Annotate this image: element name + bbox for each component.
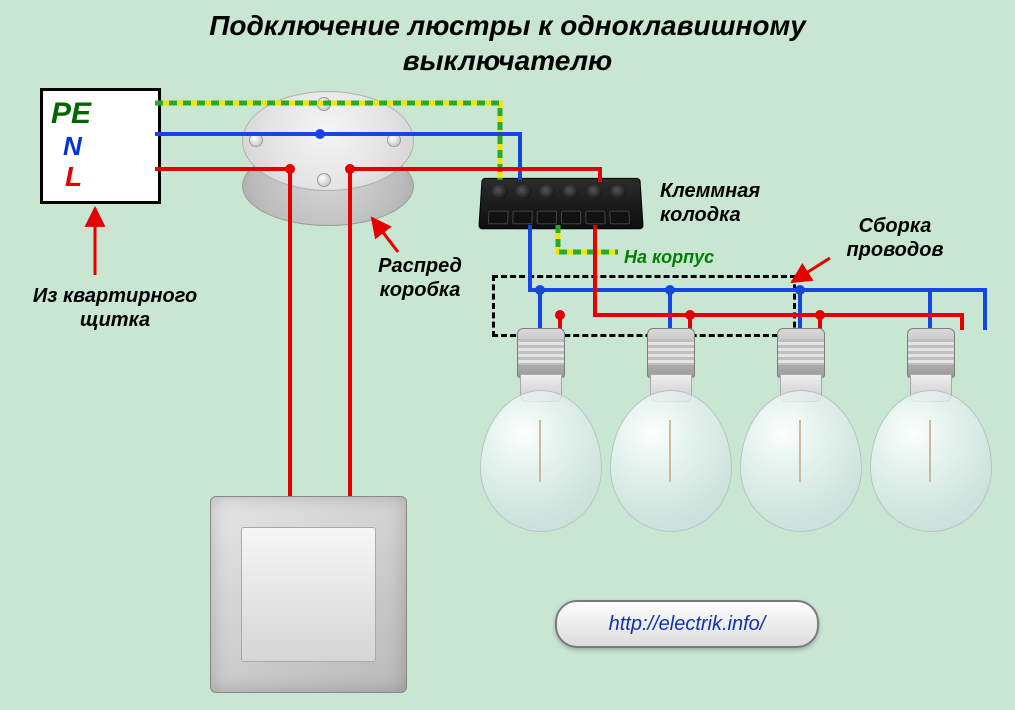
panel-n-label: N <box>63 131 82 162</box>
panel-pe-label: PE <box>51 97 91 131</box>
source-link[interactable]: http://electrik.info/ <box>555 600 819 648</box>
light-bulb <box>860 328 1000 533</box>
label-to-case: На корпус <box>624 247 714 269</box>
label-junction-box: Распред коробка <box>360 254 480 302</box>
apartment-panel: PE N L <box>40 88 161 204</box>
label-wire-assembly: Сборка проводов <box>820 214 970 262</box>
label-terminal-block: Клеммная колодка <box>660 179 800 227</box>
panel-l-label: L <box>65 161 82 193</box>
label-from-panel: Из квартирного щитка <box>30 284 200 332</box>
junction-box <box>235 91 420 231</box>
light-bulb <box>600 328 740 533</box>
wall-switch <box>210 496 407 693</box>
terminal-block <box>478 178 643 229</box>
diagram-title: Подключение люстры к одноклавишному выкл… <box>0 8 1015 78</box>
light-bulb <box>730 328 870 533</box>
light-bulb <box>470 328 610 533</box>
